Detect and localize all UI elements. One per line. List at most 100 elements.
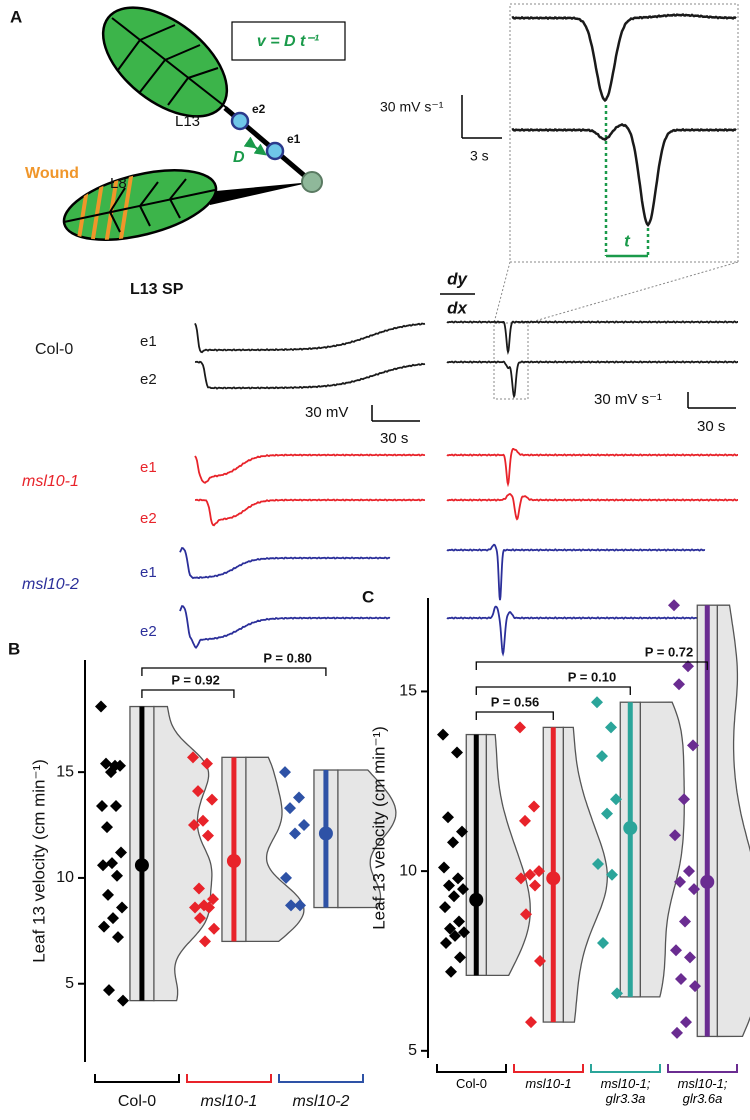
- trace: [511, 123, 737, 228]
- data-point: [687, 739, 699, 752]
- x-tick-label: msl10-1: [525, 1076, 572, 1091]
- mean-dot: [623, 821, 638, 835]
- data-point: [298, 819, 310, 832]
- data-point: [189, 901, 201, 914]
- scale-label: 3 s: [470, 148, 489, 164]
- data-point: [115, 846, 127, 859]
- category-bracket: [513, 1064, 584, 1073]
- data-point: [673, 678, 685, 691]
- category-bracket: [186, 1074, 272, 1083]
- scale-label: 30 mV s⁻¹: [380, 99, 444, 115]
- comparison-bracket: [475, 711, 554, 720]
- data-point: [96, 799, 108, 812]
- data-point: [279, 766, 291, 779]
- scale-label: 30 mV s⁻¹: [594, 391, 662, 408]
- comparison-bracket: [141, 667, 327, 676]
- formula: v = D t⁻¹: [257, 33, 320, 50]
- panel-label: C: [362, 587, 374, 606]
- trace: [194, 498, 426, 527]
- category-box: Col-0: [455, 1076, 488, 1091]
- genotype-label: msl10-2: [22, 576, 79, 593]
- x-tick-label: Col-0: [455, 1076, 488, 1091]
- category-box: msl10-1; glr3.3a: [601, 1076, 651, 1106]
- trace: [446, 320, 738, 355]
- data-point: [670, 944, 682, 957]
- trace: [446, 448, 738, 488]
- data-point: [525, 1016, 537, 1029]
- data-point: [515, 872, 527, 885]
- data-point: [449, 929, 461, 942]
- violin: [485, 733, 531, 976]
- wound-label: Wound: [25, 165, 79, 182]
- x-tick-label: Col-0: [118, 1093, 156, 1110]
- data-point: [606, 868, 618, 881]
- data-point: [679, 915, 691, 928]
- p-value: P = 0.10: [568, 669, 617, 684]
- data-point: [668, 599, 680, 612]
- electrode-label: e2: [140, 623, 157, 640]
- data-point: [675, 972, 687, 985]
- data-point: [105, 766, 117, 779]
- y-axis-label: Leaf 13 velocity (cm min⁻¹): [369, 726, 388, 930]
- data-point: [114, 759, 126, 772]
- data-point: [453, 915, 465, 928]
- electrode-label: e1: [140, 459, 157, 476]
- comparison-bracket: [475, 661, 708, 670]
- data-point: [100, 757, 112, 770]
- electrode-label: e2: [252, 102, 266, 116]
- trace: [446, 493, 738, 521]
- data-point: [107, 912, 119, 925]
- mean-dot: [226, 854, 241, 868]
- data-point: [610, 793, 622, 806]
- electrode-label: e2: [140, 510, 157, 527]
- data-point: [596, 750, 608, 763]
- leaf-label: L8: [110, 175, 127, 192]
- data-point: [187, 751, 199, 764]
- trace: [194, 360, 426, 390]
- data-point: [452, 872, 464, 885]
- electrode-label: e2: [140, 371, 157, 388]
- data-point: [101, 821, 113, 834]
- data-point: [680, 1016, 692, 1029]
- data-point: [293, 791, 305, 804]
- data-point: [597, 937, 609, 949]
- mean-dot: [700, 874, 715, 889]
- data-point: [110, 799, 122, 812]
- genotype-label: msl10-1: [22, 473, 79, 490]
- violin: [716, 604, 750, 1038]
- data-point: [201, 757, 213, 770]
- y-tick-label: 15: [399, 683, 417, 700]
- trace-scale: [371, 392, 736, 422]
- data-point: [456, 825, 468, 838]
- data-point: [678, 793, 690, 806]
- data-point: [98, 920, 110, 933]
- data-point: [197, 814, 209, 827]
- data-point: [203, 901, 215, 914]
- category-bracket: [590, 1064, 661, 1073]
- scale-label: 30 mV: [305, 404, 348, 421]
- interval-label: t: [624, 231, 631, 250]
- x-tick-label: msl10-1; glr3.6a: [677, 1076, 728, 1106]
- category-box: msl10-1: [525, 1076, 572, 1091]
- data-point: [454, 951, 466, 964]
- category-box: msl10-1; glr3.6a: [677, 1076, 728, 1106]
- violin: [639, 701, 685, 998]
- data-point: [605, 721, 617, 734]
- data-point: [447, 836, 459, 849]
- data-point: [208, 922, 220, 935]
- data-point: [529, 879, 541, 892]
- data-point: [524, 868, 536, 881]
- data-point: [448, 890, 460, 903]
- data-point: [188, 819, 200, 832]
- trace: [446, 360, 738, 399]
- trace: [179, 546, 391, 580]
- data-point: [102, 888, 114, 901]
- data-point: [674, 875, 686, 888]
- x-tick-label: msl10-1: [201, 1093, 258, 1110]
- data-point: [111, 869, 123, 882]
- data-point: [520, 908, 532, 921]
- scale-label: 30 s: [380, 430, 408, 447]
- electrode-label: e1: [140, 333, 157, 350]
- comparison-bracket: [475, 686, 631, 695]
- interval-marker: [604, 105, 650, 258]
